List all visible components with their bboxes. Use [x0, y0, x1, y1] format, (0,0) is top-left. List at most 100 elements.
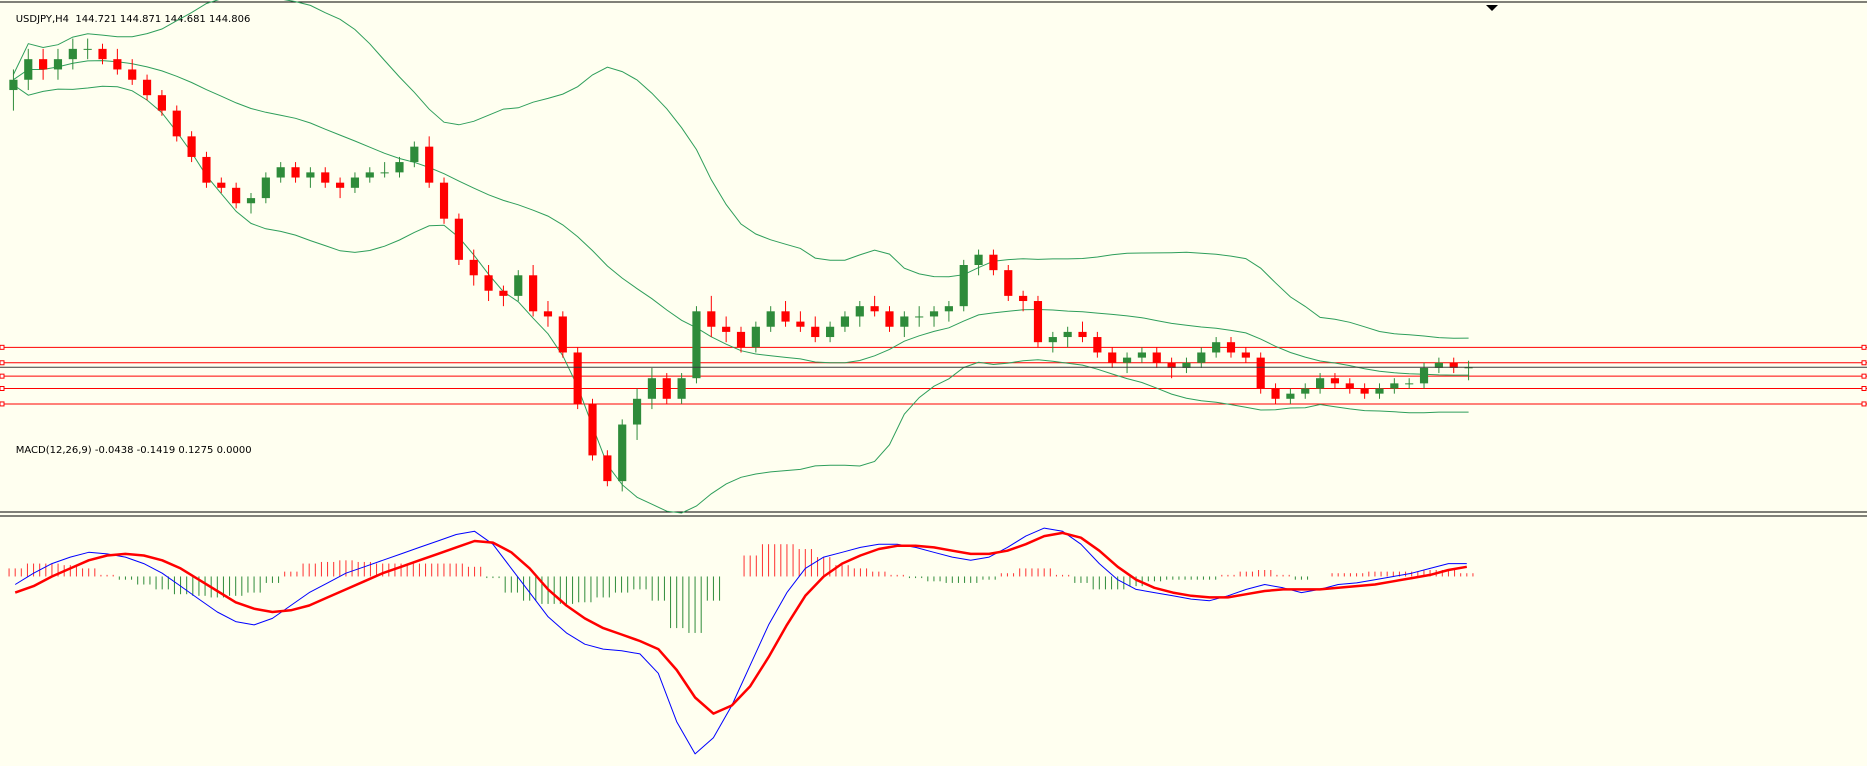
symbol-header: USDJPY,H4 144.721 144.871 144.681 144.80…	[3, 3, 251, 36]
shift-marker-icon	[1486, 5, 1498, 11]
candle-body	[722, 326, 731, 332]
candle-body	[826, 326, 835, 338]
candle-body	[811, 326, 820, 338]
candle-body	[1375, 388, 1384, 394]
candle-body	[128, 69, 137, 80]
candle-body	[410, 146, 419, 163]
candle-body	[261, 177, 270, 199]
candle-body	[632, 398, 642, 425]
candle-body	[915, 316, 924, 318]
candle-body	[1137, 352, 1146, 358]
candle-body	[276, 167, 285, 178]
candle-body	[365, 172, 374, 178]
candle-body	[959, 265, 968, 307]
candle-body	[1033, 301, 1043, 343]
candle-body	[1167, 362, 1176, 368]
candle-body	[855, 306, 864, 317]
candle-body	[662, 378, 671, 399]
candle-body	[1434, 362, 1443, 368]
candle-body	[736, 331, 746, 348]
candle-body	[380, 172, 389, 174]
candle-body	[1330, 378, 1340, 384]
candle-body	[647, 378, 656, 399]
level-handle-right	[1861, 401, 1867, 407]
candle-body	[53, 59, 63, 70]
candle-body	[39, 59, 48, 70]
ohlc-label: 144.721 144.871 144.681 144.806	[75, 14, 251, 25]
candle-body	[469, 259, 478, 276]
candle-body	[1360, 388, 1369, 394]
candle-body	[974, 254, 983, 265]
level-handle-right	[1861, 344, 1867, 350]
bollinger-upper-band	[12, 0, 1469, 339]
level-handle-right	[1861, 360, 1867, 366]
candle-body	[142, 79, 152, 96]
candle-body	[291, 167, 300, 178]
level-handle-right	[1861, 386, 1867, 391]
candle-body	[439, 182, 449, 219]
candle-body	[1316, 378, 1325, 389]
candle-body	[1405, 383, 1414, 385]
candle-body	[83, 48, 92, 50]
candle-body	[603, 455, 612, 482]
candle-body	[781, 311, 790, 322]
candle-body	[24, 59, 33, 80]
candle-body	[425, 146, 434, 183]
candle-body	[113, 59, 122, 70]
candle-body	[9, 79, 18, 91]
candle-body	[98, 48, 107, 60]
macd-signal-line	[14, 531, 1468, 715]
candle-body	[1093, 337, 1102, 353]
candle-body	[172, 110, 181, 137]
level-handle-left	[0, 386, 5, 391]
candle-body	[1226, 342, 1236, 353]
candle-body	[484, 275, 493, 291]
candle-body	[306, 172, 315, 178]
candle-body	[989, 254, 998, 271]
candle-body	[677, 378, 686, 399]
candle-body	[187, 136, 196, 157]
candle-body	[618, 424, 627, 482]
candle-body	[900, 316, 909, 327]
candle-body	[1212, 342, 1221, 353]
candle-body	[1078, 331, 1087, 338]
candle-body	[1063, 331, 1072, 338]
candle-body	[1152, 352, 1161, 363]
candle-body	[1122, 357, 1132, 363]
candle-body	[929, 311, 939, 317]
candle-body	[454, 218, 463, 260]
candle-body	[692, 311, 701, 379]
symbol-label: USDJPY,H4	[15, 14, 70, 25]
candle-body	[514, 275, 523, 296]
candle-body	[1256, 357, 1265, 389]
candle-body	[1019, 295, 1028, 302]
candle-body	[217, 182, 226, 188]
candle-body	[1390, 383, 1399, 389]
candle-body	[1182, 362, 1191, 368]
candle-body	[529, 275, 538, 312]
candle-body	[321, 172, 330, 183]
candle-body	[1301, 388, 1310, 394]
macd-label: MACD(12,26,9) -0.0438 -0.1419 0.1275 0.0…	[15, 445, 252, 456]
candle-body	[751, 326, 760, 348]
candle-body	[885, 311, 894, 327]
candle-body	[1286, 393, 1295, 399]
candle-body	[68, 48, 77, 60]
candle-body	[395, 162, 404, 173]
candle-body	[232, 187, 241, 204]
macd-header: MACD(12,26,9) -0.0438 -0.1419 0.1275 0.0…	[3, 434, 252, 467]
candle-body	[944, 306, 953, 312]
candle-body	[573, 352, 582, 404]
bollinger-lower-band	[13, 84, 1469, 514]
candle-body	[350, 177, 360, 188]
candle-body	[543, 311, 553, 317]
candle-body	[1271, 388, 1280, 399]
candle-body	[1048, 337, 1057, 343]
level-handle-left	[0, 360, 5, 366]
level-handle-right	[1861, 373, 1867, 379]
level-handle-left	[0, 373, 5, 379]
candle-body	[1241, 352, 1250, 358]
candle-body	[840, 316, 850, 327]
